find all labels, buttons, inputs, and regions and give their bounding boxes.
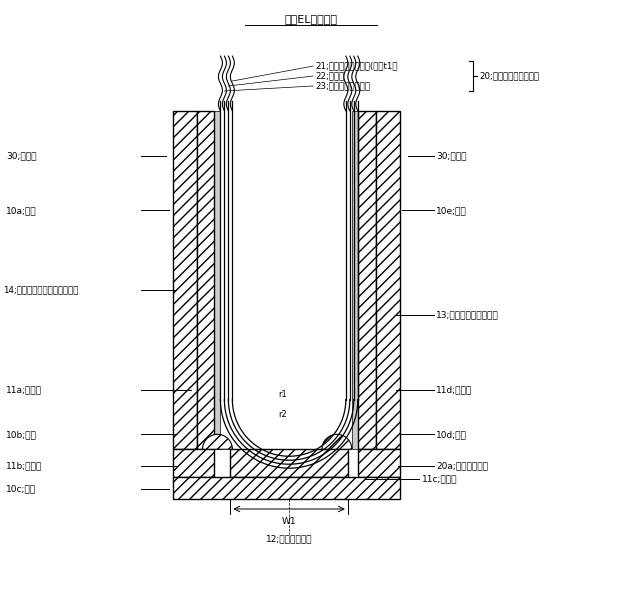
Bar [358, 111, 376, 449]
Text: 10c;蓋体: 10c;蓋体 [6, 485, 37, 493]
Text: 10b;蓋体: 10b;蓋体 [6, 430, 37, 439]
Bar [215, 111, 220, 449]
Text: 22;発光層: 22;発光層 [315, 72, 344, 80]
Bar [173, 477, 399, 499]
Bar [352, 111, 358, 449]
Text: 11d;可折部: 11d;可折部 [437, 385, 473, 394]
Text: 20;フレキシブル表示部: 20;フレキシブル表示部 [479, 72, 539, 80]
Text: 有機EL表示装置: 有機EL表示装置 [284, 14, 338, 24]
Bar [358, 449, 399, 477]
Bar [197, 111, 215, 449]
Text: 20a;折り畳み部分: 20a;折り畳み部分 [437, 462, 488, 470]
Text: 11b;可折部: 11b;可折部 [6, 462, 43, 470]
Text: 10a;蓋体: 10a;蓋体 [6, 206, 37, 215]
Text: 14;保持部材スライド用ガイド: 14;保持部材スライド用ガイド [4, 285, 79, 294]
Text: r1: r1 [278, 390, 287, 399]
Bar [376, 111, 399, 449]
Text: 21;フレキシブル基板(膜厚t1）: 21;フレキシブル基板(膜厚t1） [315, 61, 397, 70]
Polygon shape [322, 434, 352, 449]
Text: W1: W1 [282, 518, 297, 527]
Text: 12;折角制限部材: 12;折角制限部材 [266, 534, 312, 543]
Text: 23;フレキシブル基板: 23;フレキシブル基板 [315, 82, 370, 90]
Text: 30;接着剤: 30;接着剤 [6, 151, 37, 160]
Text: 11c;可折部: 11c;可折部 [422, 475, 457, 483]
Bar [173, 111, 197, 449]
Text: 11a;可折部: 11a;可折部 [6, 385, 42, 394]
Bar [173, 449, 215, 477]
Text: 13;スライド式保持部材: 13;スライド式保持部材 [437, 310, 499, 319]
Polygon shape [203, 434, 233, 449]
Text: 30;接着剤: 30;接着剤 [437, 151, 467, 160]
Bar [230, 449, 348, 477]
Text: 10e;蓋体: 10e;蓋体 [437, 206, 467, 215]
Text: r2: r2 [278, 410, 287, 419]
Text: 10d;蓋体: 10d;蓋体 [437, 430, 467, 439]
